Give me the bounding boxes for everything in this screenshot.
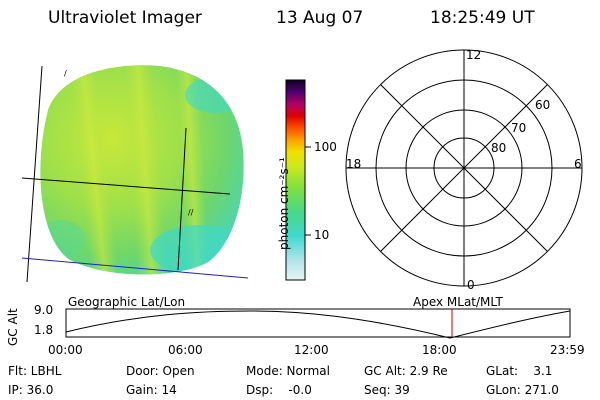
lat-label-60: 60	[535, 98, 551, 112]
status-filter: Flt: LBHL	[8, 364, 62, 378]
status-gain: Gain: 14	[126, 383, 177, 397]
x-tick-0600: 06:00	[168, 343, 203, 357]
status-glon: GLon: 271.0	[486, 383, 559, 397]
y-tick-9: 9.0	[34, 303, 54, 317]
apex-label: Apex MLat/MLT	[413, 295, 503, 309]
status-seq: Seq: 39	[364, 383, 410, 397]
status-ip: IP: 36.0	[8, 383, 54, 397]
x-tick-2359: 23:59	[550, 343, 585, 357]
mlt-label-12: 12	[466, 48, 482, 62]
x-tick-1200: 12:00	[294, 343, 329, 357]
geographic-label: Geographic Lat/Lon	[68, 295, 186, 309]
svg-text:/: /	[64, 69, 67, 78]
polar-mlt-plot	[345, 49, 583, 287]
status-dsp: Dsp: -0.0	[246, 383, 312, 397]
status-mode: Mode: Normal	[246, 364, 330, 378]
image-date: 13 Aug 07	[276, 8, 364, 28]
mlt-label-0: 0	[467, 278, 475, 292]
mlt-label-18: 18	[346, 157, 362, 171]
status-glat: GLat: 3.1	[486, 364, 553, 378]
status-door: Door: Open	[126, 364, 195, 378]
auroral-image: / //	[21, 65, 249, 283]
y-tick-1-8: 1.8	[34, 323, 54, 337]
gc-alt-axis-label: GC Alt	[6, 308, 20, 346]
lat-label-70: 70	[511, 121, 527, 135]
color-scale-bar	[285, 79, 311, 281]
svg-text://: //	[188, 208, 194, 217]
colorbar-tick-10: 10	[314, 228, 330, 242]
x-tick-1800: 18:00	[422, 343, 457, 357]
colorbar-unit-label: photon cm⁻²s⁻¹	[277, 157, 291, 250]
colorbar-tick-100: 100	[314, 140, 337, 154]
instrument-title: Ultraviolet Imager	[48, 8, 202, 28]
x-tick-0000: 00:00	[48, 343, 83, 357]
status-gc-alt: GC Alt: 2.9 Re	[364, 364, 448, 378]
image-time: 18:25:49 UT	[430, 8, 535, 28]
orbit-altitude-plot	[65, 308, 571, 339]
mlt-label-6: 6	[574, 157, 582, 171]
lat-label-80: 80	[491, 141, 507, 155]
